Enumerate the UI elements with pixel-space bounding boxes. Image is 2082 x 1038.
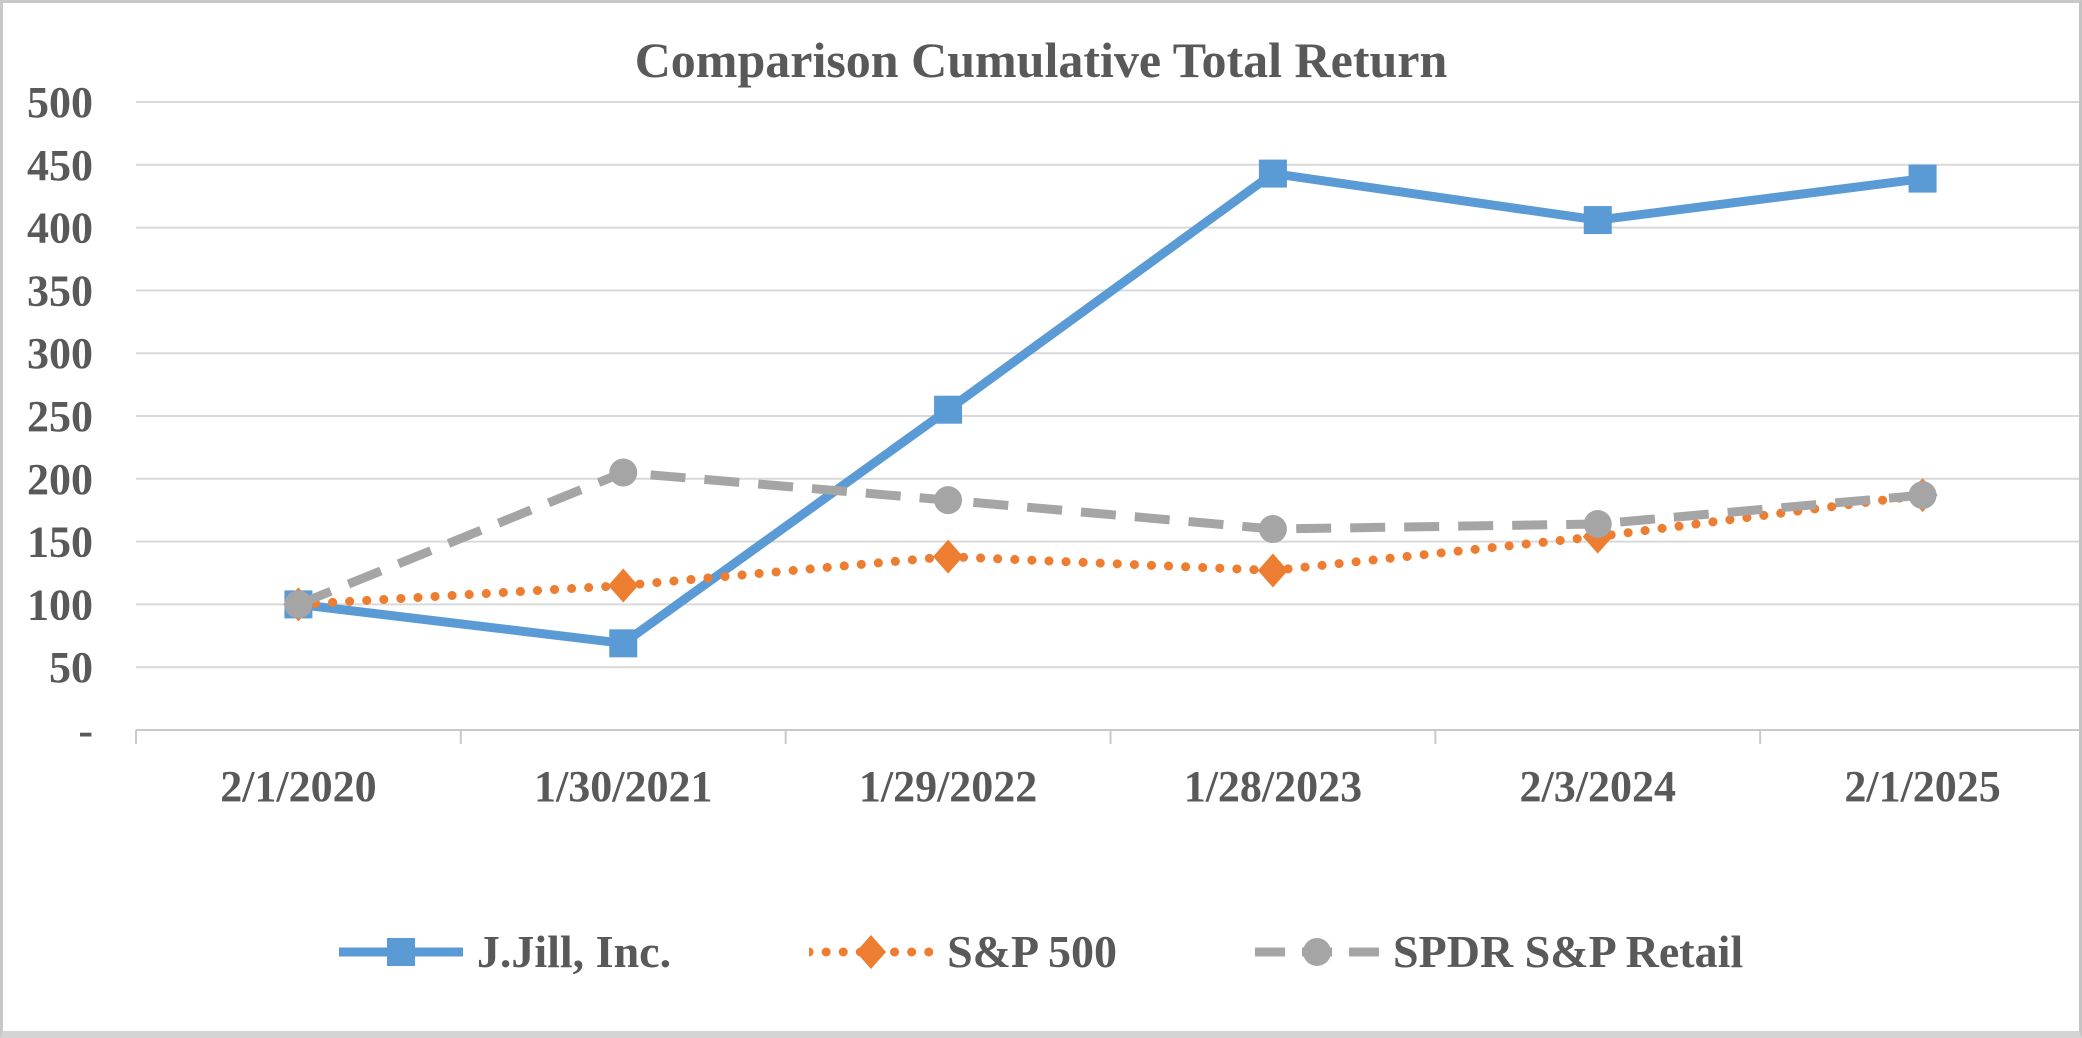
marker-spdr-s-p-retail-3 xyxy=(1258,515,1287,544)
series-line-spdr-s-p-retail xyxy=(296,468,1923,609)
marker-spdr-s-p-retail-2 xyxy=(934,486,963,515)
series-line-s-p-500 xyxy=(293,490,1928,609)
legend-item-spdr-s-p-retail: SPDR S&P Retail xyxy=(1255,925,1743,978)
y-axis-tick-label: 200 xyxy=(27,455,93,504)
x-axis-category-label: 1/28/2023 xyxy=(1184,762,1362,811)
plot-area: - 50 100 150 200 250 300 350 400 450 500 2/1/2020 1/… xyxy=(27,78,2079,811)
y-axis-tick-label: 300 xyxy=(27,329,93,378)
y-axis-tick-label: 500 xyxy=(27,78,93,127)
y-axis-tick-label: 50 xyxy=(49,643,93,692)
y-axis-tick-label: 150 xyxy=(27,518,93,567)
y-axis-tick-label: 350 xyxy=(27,266,93,315)
x-axis-category-label: 2/1/2020 xyxy=(220,762,376,811)
x-axis-category-label: 1/29/2022 xyxy=(859,762,1037,811)
legend-item-j-jill-inc: J.Jill, Inc. xyxy=(338,925,672,978)
legend-label: J.Jill, Inc. xyxy=(476,926,672,977)
x-axis-category-label: 2/1/2025 xyxy=(1844,762,2000,811)
legend-label: S&P 500 xyxy=(947,926,1118,977)
y-axis-tick-label: 100 xyxy=(27,580,93,629)
legend-marker-diamond-icon xyxy=(856,934,887,969)
marker-spdr-s-p-retail-1 xyxy=(609,458,638,487)
marker-j-jill-inc-4 xyxy=(1583,206,1612,235)
y-axis-tick-label: 250 xyxy=(27,392,93,441)
marker-s-p-500-3 xyxy=(1257,553,1288,588)
marker-s-p-500-1 xyxy=(608,568,639,603)
marker-spdr-s-p-retail-0 xyxy=(284,590,313,619)
marker-spdr-s-p-retail-4 xyxy=(1583,510,1612,539)
y-axis-tick-label: 400 xyxy=(27,204,93,253)
marker-s-p-500-2 xyxy=(933,539,964,574)
legend-marker-square-icon xyxy=(386,937,415,966)
x-axis-category-label: 2/3/2024 xyxy=(1520,762,1676,811)
chart-title: Comparison Cumulative Total Return xyxy=(634,32,1448,88)
legend-item-s-p-500: S&P 500 xyxy=(809,925,1117,978)
marker-j-jill-inc-2 xyxy=(934,395,963,424)
legend-marker-circle-icon xyxy=(1303,937,1332,966)
x-axis-category-label: 1/30/2021 xyxy=(534,762,712,811)
legend-swatch-circle-icon xyxy=(1255,937,1380,966)
y-axis-tick-label: - xyxy=(78,706,93,755)
legend-swatch-square-icon xyxy=(338,937,463,966)
marker-j-jill-inc-1 xyxy=(609,629,638,658)
y-axis-tick-label: 450 xyxy=(27,141,93,190)
legend: J.Jill, Inc. S&P 500 SPDR S&P Retail xyxy=(3,925,2079,978)
series-line-j-jill-inc xyxy=(297,169,1924,648)
marker-spdr-s-p-retail-5 xyxy=(1908,481,1937,510)
marker-j-jill-inc-3 xyxy=(1258,159,1287,188)
legend-swatch-diamond-icon xyxy=(809,934,934,969)
marker-j-jill-inc-5 xyxy=(1908,164,1937,193)
legend-label: SPDR S&P Retail xyxy=(1393,926,1744,977)
